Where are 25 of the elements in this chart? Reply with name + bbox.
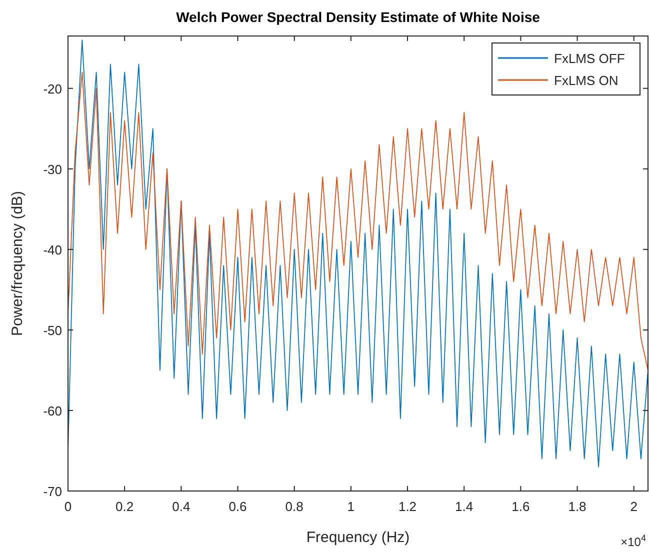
y-tick-label: -40 bbox=[43, 242, 62, 258]
line-series bbox=[68, 40, 648, 468]
legend-label: FxLMS ON bbox=[554, 73, 618, 88]
y-tick-label: -50 bbox=[43, 322, 62, 338]
text: ×10$^{4}$ bbox=[620, 533, 646, 549]
x-tick-label: 1 bbox=[347, 499, 355, 514]
x-tick-label: 0.2 bbox=[116, 499, 134, 514]
x-tick-label: 0.6 bbox=[228, 499, 247, 514]
x-tick-label: 1.2 bbox=[398, 499, 417, 514]
x-tick-label: 1.6 bbox=[512, 499, 530, 514]
x-tick-label: 1.8 bbox=[568, 499, 586, 514]
x-axis-title: Frequency (Hz) bbox=[306, 529, 410, 546]
y-tick-label: -20 bbox=[43, 81, 62, 96]
x-tick-label: 0 bbox=[64, 499, 72, 514]
y-tick-label: -70 bbox=[43, 484, 62, 499]
line-series bbox=[68, 72, 648, 371]
y-tick-label: -30 bbox=[43, 162, 62, 177]
x-tick-label: 2 bbox=[630, 499, 638, 514]
chart-title: Welch Power Spectral Density Estimate of White Noise bbox=[176, 9, 540, 25]
y-tick-label: -60 bbox=[43, 403, 62, 418]
x-tick-label: 1.4 bbox=[455, 499, 474, 514]
x-tick-label: 0.8 bbox=[285, 499, 304, 514]
y-axis-title: Power/frequency (dB) bbox=[9, 190, 26, 336]
x-tick-label: 0.4 bbox=[172, 499, 190, 514]
legend-label: FxLMS OFF bbox=[554, 51, 625, 66]
